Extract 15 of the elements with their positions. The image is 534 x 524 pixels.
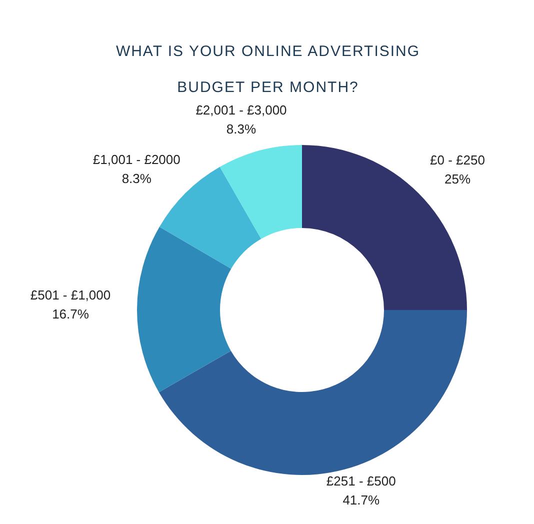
donut-slice [159, 166, 262, 269]
slice-label: £0 - £250 [430, 152, 485, 168]
data-label: 41.7% [342, 492, 380, 508]
slice-label: £1,001 - £2000 [92, 152, 180, 167]
donut-slice [220, 145, 302, 239]
data-label: 8.3% [122, 170, 152, 186]
data-label: 25% [444, 171, 471, 186]
slice-label: £2,001 - £3,000 [196, 102, 287, 118]
donut-slice [158, 310, 467, 475]
data-label: 8.3% [226, 122, 257, 137]
chart-title: WHAT IS YOUR ONLINE ADVERTISING BUDGET PER MONTH? [116, 43, 420, 96]
data-label: 16.7% [52, 306, 90, 322]
slice-label: £251 - £500 [326, 474, 396, 489]
donut-slice [137, 226, 232, 392]
slice-label: £501 - £1,000 [30, 287, 111, 302]
